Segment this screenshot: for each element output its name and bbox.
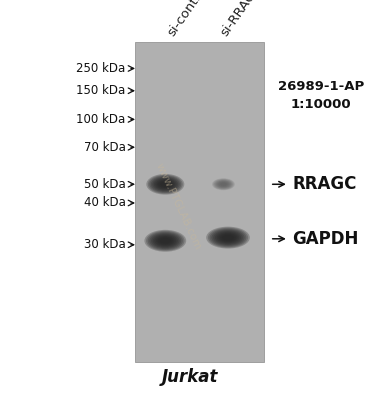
Bar <box>135 42 264 362</box>
Text: 30 kDa: 30 kDa <box>84 238 125 251</box>
Text: www.PTGLAB.com: www.PTGLAB.com <box>154 162 203 252</box>
Ellipse shape <box>148 175 183 194</box>
Text: 50 kDa: 50 kDa <box>84 178 125 191</box>
Ellipse shape <box>152 177 178 191</box>
Ellipse shape <box>213 179 234 190</box>
Ellipse shape <box>216 180 231 188</box>
Ellipse shape <box>144 230 186 252</box>
Ellipse shape <box>220 234 236 242</box>
Text: si-control: si-control <box>165 0 211 39</box>
Ellipse shape <box>146 174 184 195</box>
Ellipse shape <box>160 181 171 187</box>
Ellipse shape <box>218 233 238 242</box>
Ellipse shape <box>208 228 248 248</box>
Ellipse shape <box>217 232 239 243</box>
Ellipse shape <box>151 176 180 192</box>
Text: Jurkat: Jurkat <box>162 368 218 386</box>
Ellipse shape <box>146 231 185 251</box>
Ellipse shape <box>210 228 246 247</box>
Ellipse shape <box>154 235 176 246</box>
Ellipse shape <box>156 236 174 246</box>
Ellipse shape <box>222 234 234 241</box>
Text: 70 kDa: 70 kDa <box>84 141 125 154</box>
Text: 250 kDa: 250 kDa <box>76 62 125 75</box>
Ellipse shape <box>157 180 174 189</box>
Ellipse shape <box>149 176 181 193</box>
Ellipse shape <box>215 180 232 189</box>
Ellipse shape <box>160 238 171 244</box>
Ellipse shape <box>148 232 183 250</box>
Ellipse shape <box>153 234 178 247</box>
Text: 100 kDa: 100 kDa <box>76 113 125 126</box>
Ellipse shape <box>158 237 173 245</box>
Ellipse shape <box>206 227 250 248</box>
Ellipse shape <box>211 229 245 246</box>
Ellipse shape <box>154 178 177 191</box>
Text: si-RRAGC: si-RRAGC <box>218 0 264 39</box>
Ellipse shape <box>215 231 241 244</box>
Text: 150 kDa: 150 kDa <box>76 84 125 97</box>
Ellipse shape <box>155 179 175 190</box>
Ellipse shape <box>212 178 235 190</box>
Text: 26989-1-AP
1:10000: 26989-1-AP 1:10000 <box>278 80 364 111</box>
Ellipse shape <box>151 233 179 248</box>
Text: 40 kDa: 40 kDa <box>84 197 125 209</box>
Ellipse shape <box>149 232 181 249</box>
Text: GAPDH: GAPDH <box>293 230 359 248</box>
Text: RRAGC: RRAGC <box>293 175 357 193</box>
Ellipse shape <box>213 230 243 245</box>
Ellipse shape <box>158 181 172 188</box>
Ellipse shape <box>214 179 233 189</box>
